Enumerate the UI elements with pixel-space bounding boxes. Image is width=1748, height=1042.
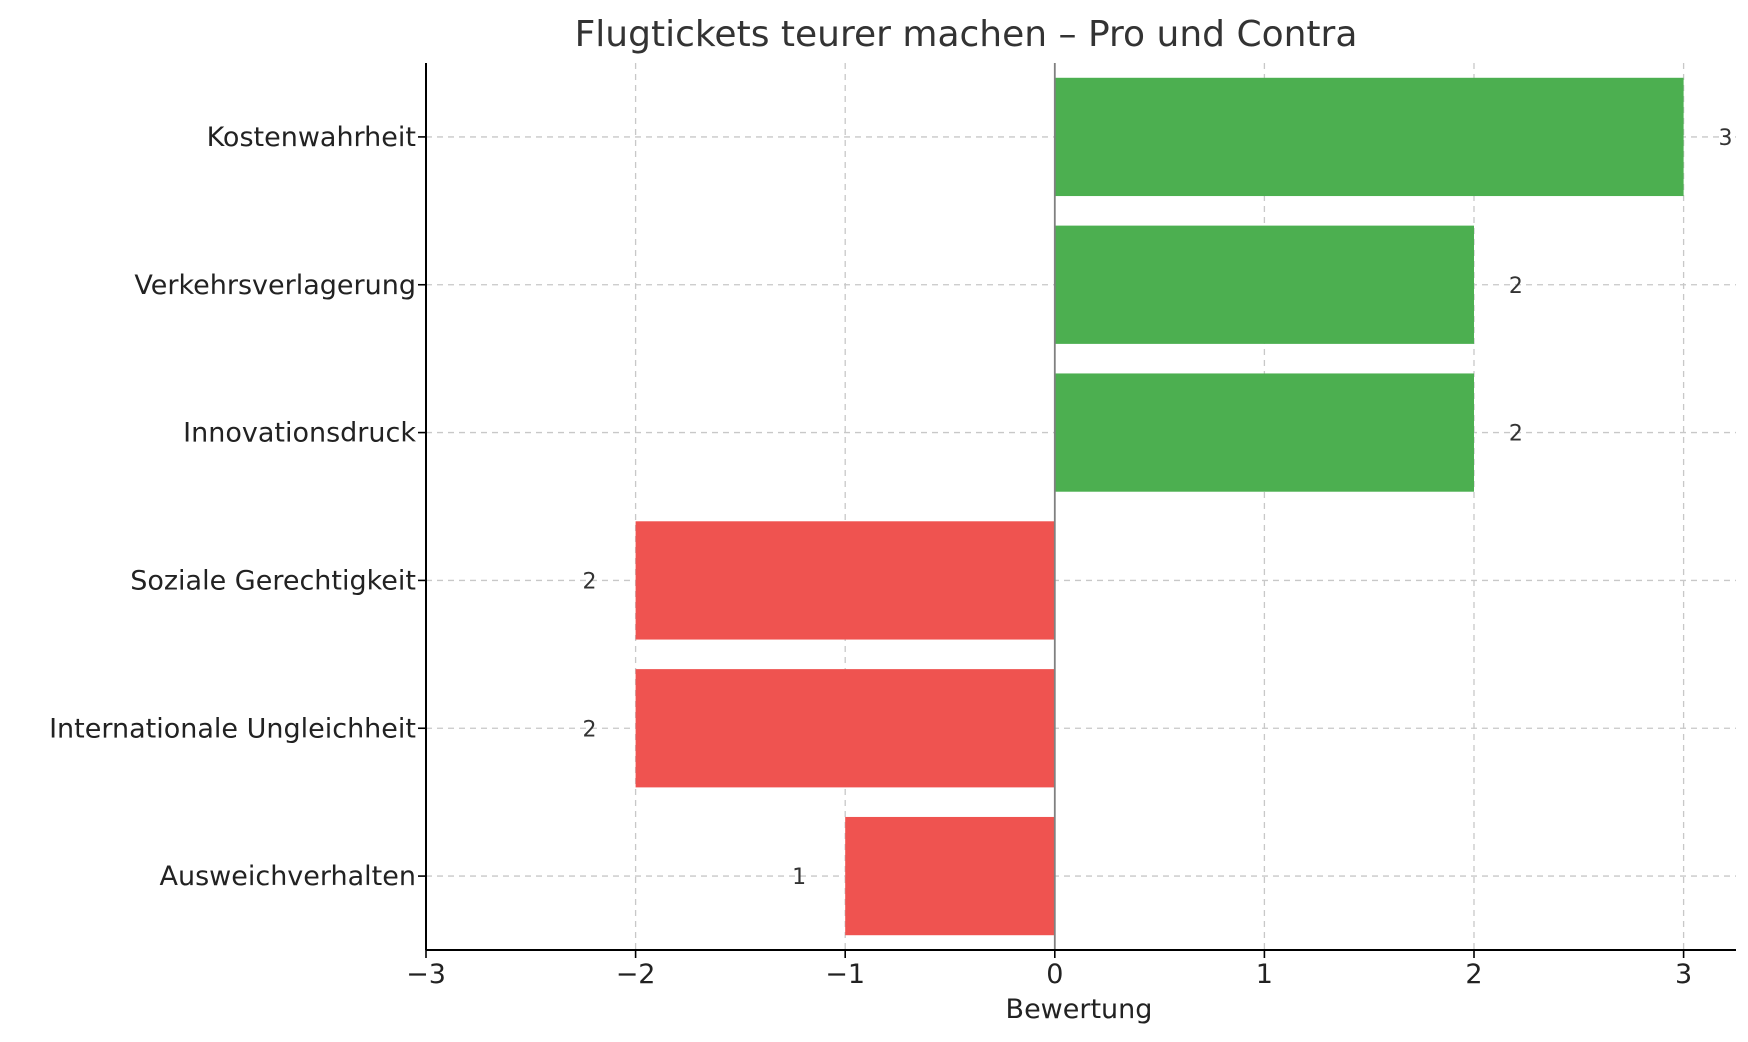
value-label: 2 bbox=[1509, 274, 1523, 299]
category-label: Verkehrsverlagerung bbox=[134, 270, 416, 301]
chart-title: Flugtickets teurer machen – Pro und Cont… bbox=[575, 14, 1358, 55]
value-labels: 3 2 2 2 2 1 bbox=[582, 126, 1732, 890]
axes-spines bbox=[425, 63, 1736, 951]
x-tick-label: 0 bbox=[1046, 959, 1063, 990]
category-label: Internationale Ungleichheit bbox=[49, 713, 416, 744]
bar bbox=[1054, 225, 1474, 344]
category-labels: Kostenwahrheit Verkehrsverlagerung Innovat… bbox=[49, 122, 416, 892]
x-axis-label: Bewertung bbox=[1006, 994, 1153, 1025]
category-label: Ausweichverhalten bbox=[160, 861, 417, 892]
bar bbox=[1054, 373, 1474, 492]
x-tick-label: −1 bbox=[825, 959, 865, 990]
x-tick-label: −3 bbox=[406, 959, 446, 990]
x-tick-label: −2 bbox=[616, 959, 656, 990]
category-label: Innovationsdruck bbox=[183, 418, 416, 449]
bar bbox=[1054, 77, 1684, 197]
category-label: Kostenwahrheit bbox=[207, 122, 416, 153]
bars-layer bbox=[635, 77, 1684, 936]
x-tick-label: 1 bbox=[1256, 959, 1273, 990]
axis-ticks: −3 −2 −1 0 1 2 3 bbox=[406, 136, 1692, 990]
bar bbox=[635, 669, 1055, 788]
value-label: 2 bbox=[582, 717, 596, 742]
value-label: 1 bbox=[792, 865, 806, 890]
value-label: 3 bbox=[1719, 126, 1733, 151]
value-label: 2 bbox=[1509, 422, 1523, 447]
bar bbox=[845, 816, 1055, 936]
value-label: 2 bbox=[582, 569, 596, 594]
bar bbox=[635, 521, 1055, 640]
category-label: Soziale Gerechtigkeit bbox=[130, 565, 416, 596]
x-tick-label: 3 bbox=[1675, 959, 1692, 990]
x-tick-label: 2 bbox=[1465, 959, 1482, 990]
